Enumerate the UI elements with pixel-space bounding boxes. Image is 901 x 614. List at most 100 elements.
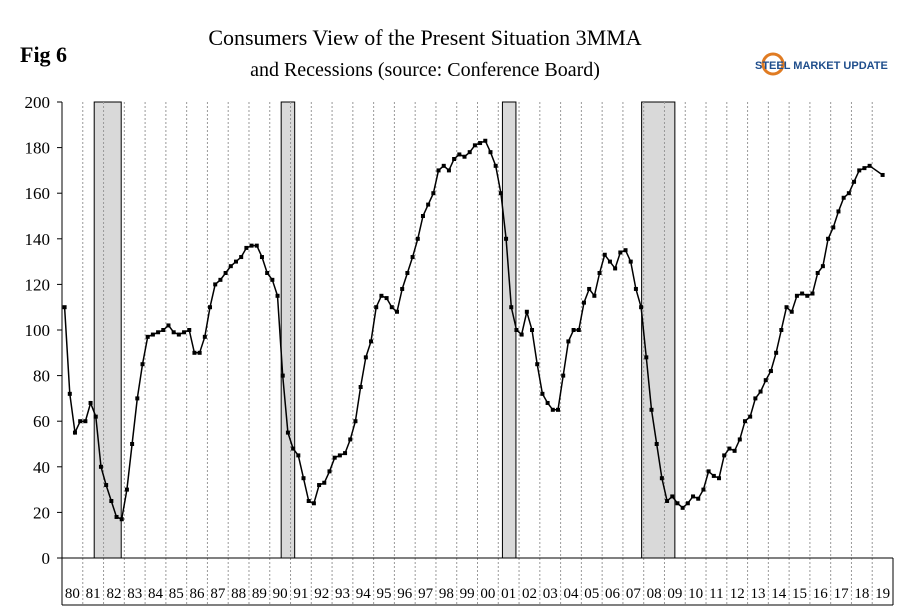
data-point (332, 455, 337, 460)
data-point (467, 150, 472, 155)
data-point (379, 293, 384, 298)
data-point (514, 328, 519, 332)
x-tick-label: 91 (293, 586, 308, 602)
x-tick-label: 96 (397, 586, 413, 602)
data-point (291, 446, 296, 451)
data-point (156, 330, 161, 335)
x-tick-label: 93 (335, 586, 350, 602)
data-point (150, 332, 155, 337)
data-point (498, 191, 503, 196)
data-point (192, 350, 197, 355)
data-point (197, 350, 202, 355)
x-tick-label: 89 (252, 586, 267, 602)
data-point (545, 400, 550, 405)
data-point (93, 414, 98, 419)
data-point (805, 293, 810, 298)
fig-label: Fig 6 (20, 42, 67, 67)
data-point (742, 419, 747, 424)
data-point (639, 305, 644, 310)
data-point (535, 362, 540, 367)
data-point (187, 328, 192, 332)
logo: STEEL MARKET UPDATE (755, 60, 888, 72)
x-tick-label: 00 (480, 586, 495, 602)
data-point (322, 480, 327, 485)
recession-band (280, 101, 296, 559)
data-point (711, 473, 716, 478)
x-tick-label: 10 (688, 586, 703, 602)
data-point (239, 255, 244, 260)
data-point (327, 469, 332, 474)
x-tick-label: 07 (626, 586, 642, 602)
data-point (161, 328, 166, 332)
x-tick-label: 17 (834, 586, 850, 602)
data-point (607, 259, 612, 264)
data-point (628, 259, 633, 264)
x-tick-label: 05 (584, 586, 599, 602)
data-point (317, 483, 322, 488)
data-point (208, 305, 213, 310)
data-point (426, 202, 431, 207)
data-point (202, 334, 207, 339)
data-point (880, 172, 885, 177)
x-tick-label: 09 (667, 586, 682, 602)
data-point (280, 373, 285, 378)
data-point (665, 499, 670, 503)
data-point (259, 255, 264, 260)
data-point (623, 248, 628, 253)
x-tick-label: 80 (65, 586, 80, 602)
data-point (337, 453, 342, 458)
data-point (415, 236, 420, 241)
data-point (717, 476, 722, 481)
data-point (446, 168, 451, 173)
data-point (67, 391, 72, 396)
data-point (779, 328, 784, 332)
data-point (275, 293, 280, 298)
x-tick-label: 98 (439, 586, 454, 602)
data-point (145, 334, 150, 339)
x-tick-label: 01 (501, 586, 516, 602)
data-point (83, 419, 88, 424)
data-point (228, 264, 233, 269)
data-point (654, 442, 659, 446)
y-tick-label: 60 (33, 412, 50, 431)
x-tick-label: 92 (314, 586, 329, 602)
recession-band (501, 101, 517, 559)
x-tick-label: 87 (210, 586, 226, 602)
data-point (140, 362, 145, 367)
data-point (306, 499, 311, 503)
data-point (649, 407, 654, 412)
data-point (410, 255, 415, 260)
data-point (478, 141, 483, 146)
data-point (109, 499, 114, 503)
x-tick-label: 88 (231, 586, 246, 602)
data-point (405, 271, 410, 275)
data-point (233, 259, 238, 264)
x-tick-label: 19 (875, 586, 890, 602)
y-tick-label: 140 (25, 230, 51, 249)
data-point (457, 152, 462, 157)
data-point (265, 271, 270, 275)
data-point (78, 419, 83, 424)
data-point (556, 407, 561, 412)
data-point (571, 328, 576, 332)
data-point (254, 243, 259, 248)
y-tick-label: 120 (25, 275, 51, 294)
data-point (472, 143, 477, 148)
data-point (519, 332, 524, 337)
data-point (675, 501, 680, 506)
x-tick-label: 84 (148, 586, 164, 602)
data-point (748, 414, 753, 419)
chart-subtitle: and Recessions (source: Conference Board… (250, 59, 600, 81)
data-point (659, 476, 664, 481)
data-point (846, 191, 851, 196)
data-point (550, 407, 555, 412)
data-point (592, 293, 597, 298)
data-point (213, 282, 218, 287)
data-point (602, 252, 607, 257)
data-point (800, 291, 805, 296)
x-tick-label: 18 (854, 586, 869, 602)
data-point (436, 168, 441, 173)
data-point (613, 266, 618, 271)
y-tick-label: 200 (25, 93, 51, 112)
